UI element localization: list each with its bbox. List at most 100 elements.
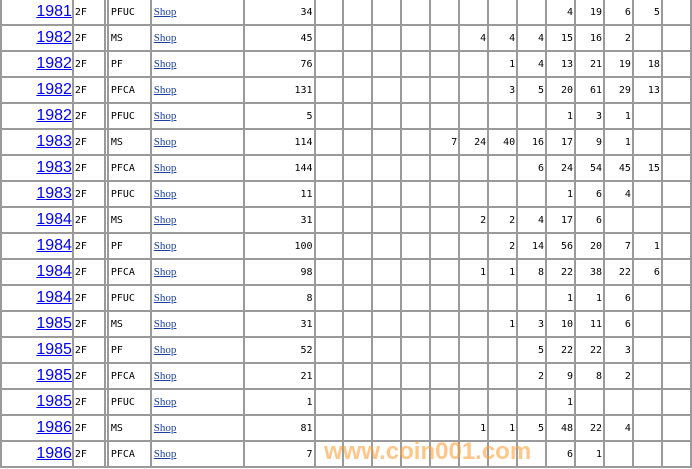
shop-cell: Shop (151, 182, 243, 206)
grade-cell: 1 (489, 52, 517, 76)
grade-cell (431, 78, 459, 102)
grade-cell (604, 390, 632, 414)
shop-link[interactable]: Shop (153, 318, 177, 330)
year-link[interactable]: 1982 (36, 107, 72, 124)
shop-link[interactable]: Shop (153, 32, 177, 44)
shop-link[interactable]: Shop (153, 396, 177, 408)
denomination-cell: 2F (73, 416, 104, 440)
shop-link[interactable]: Shop (153, 110, 177, 122)
shop-link[interactable]: Shop (153, 214, 177, 226)
grade-cell: 24 (547, 156, 575, 180)
shop-link[interactable]: Shop (153, 6, 177, 18)
grade-cell (489, 286, 517, 310)
grade-cell: 22 (547, 338, 575, 362)
shop-link[interactable]: Shop (153, 58, 177, 70)
year-link[interactable]: 1985 (36, 341, 72, 358)
shop-cell: Shop (151, 260, 243, 284)
grade-cell: 6 (604, 0, 632, 24)
year-link[interactable]: 1982 (36, 55, 72, 72)
grade-cell: 1 (604, 130, 632, 154)
shop-link[interactable]: Shop (153, 240, 177, 252)
denomination-cell: 2F (73, 208, 104, 232)
grade-cell: 8 (518, 260, 546, 284)
grade-cell (315, 182, 343, 206)
grade-cell (662, 338, 690, 362)
grade-cell: 1 (547, 286, 575, 310)
year-link[interactable]: 1984 (36, 289, 72, 306)
grade-cell (344, 416, 372, 440)
shop-link[interactable]: Shop (153, 292, 177, 304)
denomination-cell: 2F (73, 364, 104, 388)
shop-link[interactable]: Shop (153, 84, 177, 96)
denomination-cell: 2F (73, 234, 104, 258)
shop-link[interactable]: Shop (153, 448, 177, 460)
grade-cell (662, 390, 690, 414)
shop-cell: Shop (151, 364, 243, 388)
grade-cell: 11 (576, 312, 603, 336)
grade-cell (431, 156, 459, 180)
year-link[interactable]: 1983 (36, 159, 72, 176)
grade-cell (344, 156, 372, 180)
year-link[interactable]: 1986 (36, 445, 72, 462)
year-link[interactable]: 1984 (36, 237, 72, 254)
count-cell: 81 (244, 416, 314, 440)
grade-cell (402, 234, 430, 258)
divider (105, 130, 107, 154)
year-link[interactable]: 1985 (36, 393, 72, 410)
grade-cell (633, 130, 661, 154)
denomination-cell: 2F (73, 26, 104, 50)
grade-cell (662, 130, 690, 154)
shop-link[interactable]: Shop (153, 422, 177, 434)
year-link[interactable]: 1984 (36, 211, 72, 228)
divider (105, 364, 107, 388)
year-link[interactable]: 1982 (36, 81, 72, 98)
grade-cell (460, 338, 488, 362)
grade-cell: 1 (576, 286, 603, 310)
shop-link[interactable]: Shop (153, 344, 177, 356)
grade-cell: 13 (633, 78, 661, 102)
grade-cell: 7 (431, 130, 459, 154)
grade-cell: 4 (604, 182, 632, 206)
grade-cell (662, 104, 690, 128)
table-row: 1982 2F PFCA Shop 131 3 5 20 61 29 13 (2, 78, 690, 102)
year-link[interactable]: 1984 (36, 263, 72, 280)
shop-link[interactable]: Shop (153, 162, 177, 174)
type-cell: PFCA (108, 442, 150, 466)
grade-cell (633, 390, 661, 414)
year-link[interactable]: 1981 (36, 3, 72, 20)
year-link[interactable]: 1982 (36, 29, 72, 46)
grade-cell (489, 442, 517, 466)
shop-link[interactable]: Shop (153, 188, 177, 200)
type-cell: PF (108, 338, 150, 362)
grade-cell (662, 234, 690, 258)
grade-cell (344, 130, 372, 154)
grade-cell: 6 (604, 312, 632, 336)
count-cell: 100 (244, 234, 314, 258)
grade-cell: 22 (576, 416, 603, 440)
grade-cell (431, 26, 459, 50)
shop-link[interactable]: Shop (153, 266, 177, 278)
grade-cell (460, 364, 488, 388)
grade-cell (402, 104, 430, 128)
grade-cell (460, 78, 488, 102)
shop-link[interactable]: Shop (153, 136, 177, 148)
grade-cell (315, 234, 343, 258)
shop-cell: Shop (151, 104, 243, 128)
year-link[interactable]: 1985 (36, 367, 72, 384)
type-cell: PFUC (108, 104, 150, 128)
grade-cell (633, 312, 661, 336)
year-link[interactable]: 1986 (36, 419, 72, 436)
year-link[interactable]: 1985 (36, 315, 72, 332)
shop-link[interactable]: Shop (153, 370, 177, 382)
table-row: 1985 2F PFCA Shop 21 2 9 8 2 (2, 364, 690, 388)
year-link[interactable]: 1983 (36, 133, 72, 150)
grade-cell (315, 156, 343, 180)
denomination-cell: 2F (73, 338, 104, 362)
year-link[interactable]: 1983 (36, 185, 72, 202)
grade-cell (662, 156, 690, 180)
year-cell: 1982 (2, 78, 72, 102)
grade-cell (460, 104, 488, 128)
grade-cell: 15 (547, 26, 575, 50)
grade-cell (315, 104, 343, 128)
type-cell: PFUC (108, 0, 150, 24)
